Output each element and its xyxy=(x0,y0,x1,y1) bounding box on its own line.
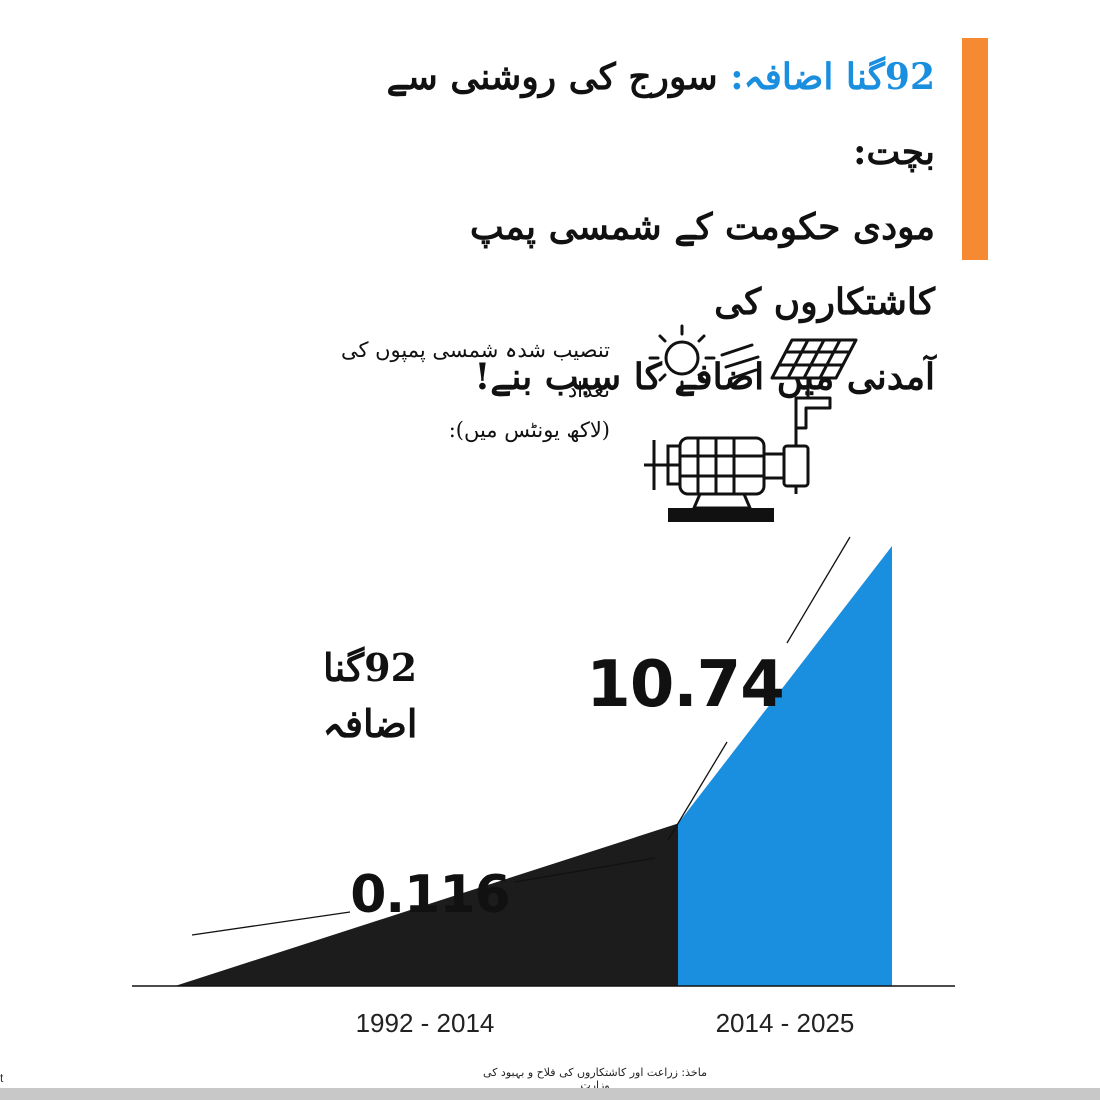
title-accent-text: 92گنا اضافہ: xyxy=(730,56,935,98)
title-line-2: مودی حکومت کے شمسی پمپ کاشتکاروں کی xyxy=(469,206,935,323)
growth-annotation-line-2: اضافہ xyxy=(322,701,418,746)
growth-annotation: 92گنا اضافہ xyxy=(300,640,440,752)
motor-pump-base xyxy=(668,508,774,522)
title-accent-bar xyxy=(962,38,988,260)
sun-icon xyxy=(648,324,716,392)
series-area-2014-2025 xyxy=(678,546,892,986)
title-line-1-text: سورج کی روشنی سے بچت: xyxy=(386,56,935,173)
footer-bar xyxy=(0,1088,1100,1100)
growth-annotation-line-1: 92گنا xyxy=(322,645,418,690)
data-label-2014-2025: 10.74 xyxy=(586,648,784,722)
chart-subtitle: تنصیب شدہ شمسی پمپوں کی تعداد (لاکھ یونٹ… xyxy=(300,330,610,450)
chart-series-group xyxy=(175,546,892,986)
series-area-1992-2014 xyxy=(175,823,678,986)
motor-pump-icon xyxy=(644,428,810,510)
sun-rays-icon xyxy=(720,343,760,381)
subtitle-line-2: (لاکھ یونٹس میں): xyxy=(448,418,610,442)
title-line-1: 92گنا اضافہ: سورج کی روشنی سے بچت: xyxy=(375,40,935,190)
chart-guide-lines xyxy=(191,536,851,936)
page-title: 92گنا اضافہ: سورج کی روشنی سے بچت: مودی … xyxy=(375,40,935,415)
x-tick-label-2014-2025: 2014 - 2025 xyxy=(715,1008,855,1038)
data-label-1992-2014: 0.116 xyxy=(350,865,510,925)
corner-mark: t xyxy=(0,1071,4,1085)
solar-panel-icon xyxy=(770,338,858,430)
title-line-3: آمدنی میں اضافے کا سبب بنے! xyxy=(474,356,935,398)
subtitle-line-1: تنصیب شدہ شمسی پمپوں کی تعداد xyxy=(340,338,610,402)
x-tick-label-1992-2014: 1992 - 2014 xyxy=(355,1008,495,1038)
